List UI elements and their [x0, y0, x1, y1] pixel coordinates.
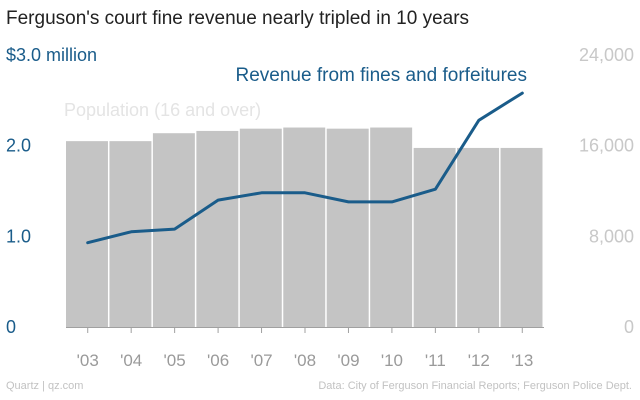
- y-right-tick-label: 24,000: [579, 45, 634, 65]
- population-bar: [413, 147, 456, 327]
- x-tick-label: '07: [250, 351, 272, 370]
- x-tick-label: '04: [120, 351, 142, 370]
- population-bar: [196, 130, 239, 327]
- x-tick-label: '05: [164, 351, 186, 370]
- population-bar: [326, 128, 369, 327]
- x-tick-label: '06: [207, 351, 229, 370]
- y-right-tick-label: 8,000: [589, 226, 634, 246]
- revenue-series-label: Revenue from fines and forfeitures: [236, 65, 528, 86]
- population-bar: [500, 147, 543, 327]
- population-series-label: Population (16 and over): [64, 100, 261, 120]
- x-tick-label: '13: [511, 351, 533, 370]
- x-tick-label: '09: [337, 351, 359, 370]
- x-tick-label: '10: [381, 351, 403, 370]
- y-right-tick-label: 16,000: [579, 136, 634, 156]
- population-bar: [109, 141, 152, 327]
- population-bar: [457, 147, 500, 327]
- x-tick-label: '12: [468, 351, 490, 370]
- footer-source: Data: City of Ferguson Financial Reports…: [318, 380, 632, 392]
- footer-credit: Quartz | qz.com: [6, 380, 84, 392]
- population-bar: [370, 127, 413, 328]
- x-tick-label: '11: [425, 351, 446, 370]
- revenue-line: [86, 91, 524, 245]
- population-bar: [283, 127, 326, 328]
- population-bar: [239, 128, 282, 327]
- chart-title: Ferguson's court fine revenue nearly tri…: [6, 8, 470, 29]
- y-left-tick-label: 0: [6, 317, 16, 337]
- y-left-tick-label: $3.0 million: [6, 45, 97, 65]
- y-left-tick-label: 1.0: [6, 226, 31, 246]
- y-right-tick-label: 0: [624, 317, 634, 337]
- population-bar: [66, 141, 108, 327]
- y-left-tick-label: 2.0: [6, 136, 31, 156]
- x-tick-label: '03: [77, 351, 99, 370]
- x-tick-label: '08: [294, 351, 316, 370]
